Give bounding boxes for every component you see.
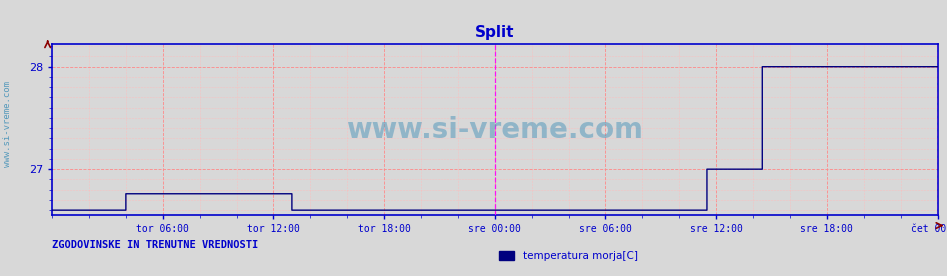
Text: www.si-vreme.com: www.si-vreme.com [3,81,12,167]
Text: www.si-vreme.com: www.si-vreme.com [347,116,643,144]
Title: Split: Split [475,25,514,40]
Text: ZGODOVINSKE IN TRENUTNE VREDNOSTI: ZGODOVINSKE IN TRENUTNE VREDNOSTI [52,240,259,250]
Legend: temperatura morja[C]: temperatura morja[C] [494,247,642,265]
